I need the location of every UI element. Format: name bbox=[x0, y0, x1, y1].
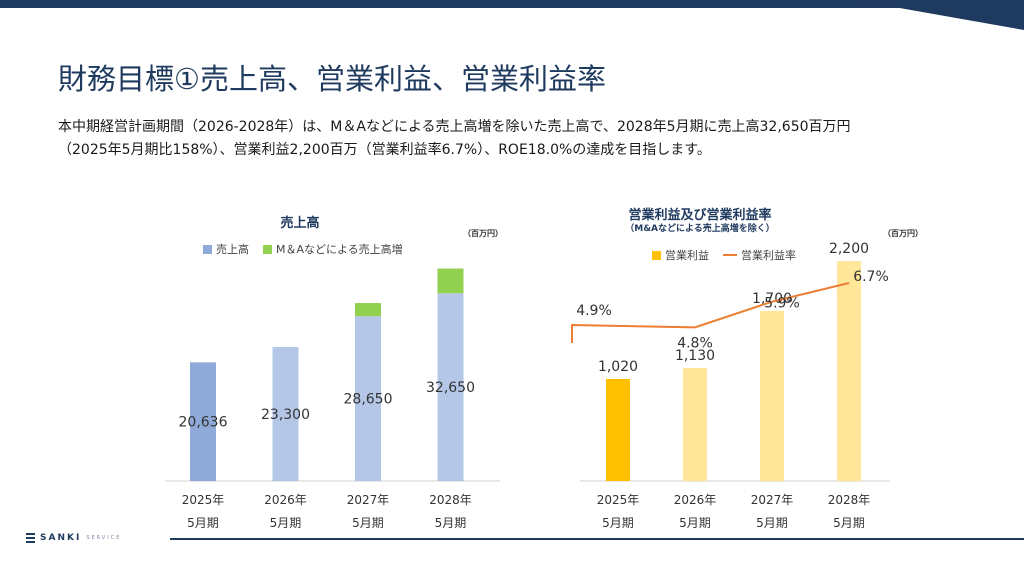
x-tick-year: 2027年 bbox=[347, 493, 390, 507]
rate-legend-label: 営業利益率 bbox=[741, 249, 796, 262]
sales-legend-swatch bbox=[203, 244, 212, 254]
sales-value-label: 32,650 bbox=[426, 380, 475, 396]
op-bar bbox=[683, 368, 707, 481]
sales-value-label: 23,300 bbox=[261, 407, 310, 423]
sales-value-label: 28,650 bbox=[344, 392, 393, 408]
op-bar bbox=[760, 311, 784, 481]
profit-chart-title: 営業利益及び営業利益率 bbox=[628, 208, 772, 223]
x-tick-period: 5月期 bbox=[270, 516, 302, 530]
sales-bar bbox=[355, 316, 381, 481]
logo-mark-icon bbox=[26, 533, 35, 543]
op-value-label: 1,130 bbox=[675, 348, 715, 364]
x-tick-year: 2026年 bbox=[264, 493, 307, 507]
rate-legend-swatch bbox=[723, 254, 737, 256]
op-bar bbox=[606, 379, 630, 481]
x-tick-year: 2028年 bbox=[828, 493, 871, 507]
x-tick-period: 5月期 bbox=[679, 516, 711, 530]
rate-value-label: 4.8% bbox=[677, 335, 713, 351]
logo-text: SANKI bbox=[40, 533, 82, 543]
footer-line bbox=[170, 538, 1024, 540]
sales-legend-label: 売上高 bbox=[216, 243, 249, 256]
ma-legend-label: M＆Aなどによる売上高増 bbox=[276, 243, 403, 256]
top-bar-accent bbox=[854, 0, 1024, 30]
profit-chart: 営業利益及び営業利益率 （M&Aなどによる売上高増を除く） （百万円） 営業利益… bbox=[560, 196, 923, 536]
page-title: 財務目標①売上高、営業利益、営業利益率 bbox=[58, 62, 606, 96]
profit-legend-item-op: 営業利益 bbox=[652, 247, 709, 263]
sales-chart: 売上高 （百万円） 売上高 M＆Aなどによる売上高増 20,636 2025年 5月… bbox=[165, 196, 515, 536]
description: 本中期経営計画期間（2026-2028年）は、M＆Aなどによる売上高増を除いた売… bbox=[58, 116, 998, 162]
sales-value-label: 20,636 bbox=[179, 415, 228, 431]
op-value-label: 1,700 bbox=[752, 291, 792, 307]
profit-legend: 営業利益 営業利益率 bbox=[652, 247, 796, 263]
op-bar bbox=[837, 261, 861, 481]
x-tick-year: 2025年 bbox=[182, 493, 225, 507]
op-value-label: 2,200 bbox=[829, 241, 869, 257]
op-value-label: 1,020 bbox=[598, 359, 638, 375]
sales-legend-item-ma: M＆Aなどによる売上高増 bbox=[263, 241, 403, 257]
profit-chart-plot: 1,020 2025年 5月期 1,130 2026年 5月期 1,700 2027年 5月期 2… bbox=[571, 241, 890, 530]
op-legend-swatch bbox=[652, 250, 661, 260]
x-tick-year: 2025年 bbox=[597, 493, 640, 507]
description-line-1: 本中期経営計画期間（2026-2028年）は、M＆Aなどによる売上高増を除いた売… bbox=[58, 119, 851, 135]
rate-value-label: 6.7% bbox=[853, 269, 889, 285]
sales-legend: 売上高 M＆Aなどによる売上高増 bbox=[203, 241, 403, 257]
x-tick-period: 5月期 bbox=[756, 516, 788, 530]
sales-bar bbox=[437, 293, 464, 481]
sales-legend-item-sales: 売上高 bbox=[203, 241, 249, 257]
x-tick-period: 5月期 bbox=[602, 516, 634, 530]
x-tick-period: 5月期 bbox=[435, 516, 467, 530]
sales-chart-unit: （百万円） bbox=[463, 229, 503, 238]
x-tick-period: 5月期 bbox=[352, 516, 384, 530]
ma-bar bbox=[437, 268, 464, 294]
x-tick-period: 5月期 bbox=[187, 516, 219, 530]
op-legend-label: 営業利益 bbox=[665, 249, 709, 262]
profit-legend-item-rate: 営業利益率 bbox=[723, 247, 796, 263]
x-tick-year: 2028年 bbox=[429, 493, 472, 507]
rate-value-label: 4.9% bbox=[576, 303, 612, 319]
rate-line bbox=[571, 282, 850, 343]
x-tick-year: 2027年 bbox=[751, 493, 794, 507]
ma-bar bbox=[355, 303, 381, 317]
top-bar bbox=[0, 0, 1024, 8]
ma-legend-swatch bbox=[263, 244, 272, 254]
x-tick-year: 2026年 bbox=[674, 493, 717, 507]
rate-value-label: 5.9% bbox=[764, 296, 800, 312]
x-tick-period: 5月期 bbox=[833, 516, 865, 530]
description-line-2: （2025年5月期比158%）、営業利益2,200百万（営業利益率6.7%）、R… bbox=[58, 142, 711, 158]
sales-bar bbox=[190, 362, 216, 481]
profit-chart-unit: （百万円） bbox=[883, 229, 923, 238]
company-logo: SANKI SERVICE bbox=[26, 533, 121, 543]
sales-bar bbox=[272, 347, 299, 481]
logo-tail: SERVICE bbox=[86, 535, 122, 541]
profit-chart-subtitle: （M&Aなどによる売上高増を除く） bbox=[625, 224, 775, 234]
sales-chart-plot: 20,636 2025年 5月期 23,300 2026年 5月期 28,650 2027年 5… bbox=[165, 268, 500, 530]
sales-chart-title: 売上高 bbox=[280, 216, 320, 231]
